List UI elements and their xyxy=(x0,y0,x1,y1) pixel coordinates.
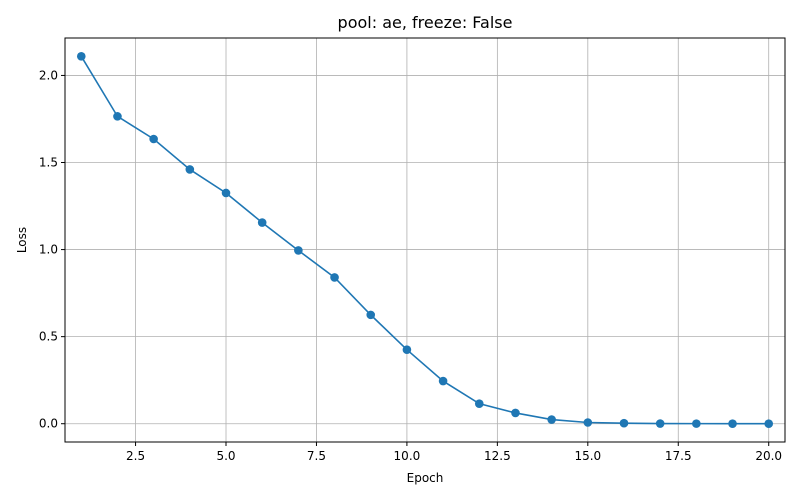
data-point-13 xyxy=(511,408,520,418)
data-point-6 xyxy=(257,218,267,227)
y-tick-label-1: 0.5 xyxy=(39,330,58,344)
y-tick-label-3: 1.5 xyxy=(39,156,58,170)
x-tick-label-1: 5.0 xyxy=(216,449,235,463)
tick-layer: 2.5 5.0 7.5 10.0 12.5 15.0 17.5 20.0 0.0 0.5 1.0 1.… xyxy=(39,68,782,463)
data-point-3 xyxy=(149,134,158,144)
data-point-11 xyxy=(438,376,448,386)
chart-title: pool: ae, freeze: False xyxy=(338,13,513,32)
y-tick-label-2: 1.0 xyxy=(39,243,58,257)
data-point-12 xyxy=(474,399,484,408)
x-tick-label-7: 20.0 xyxy=(755,449,782,463)
data-point-18 xyxy=(692,419,701,428)
data-point-9 xyxy=(366,310,376,320)
data-point-1 xyxy=(76,51,86,61)
data-point-17 xyxy=(655,419,665,428)
data-point-5 xyxy=(221,188,231,198)
y-axis-label: Loss xyxy=(15,227,29,253)
x-tick-label-6: 17.5 xyxy=(665,449,692,463)
data-point-15 xyxy=(583,418,593,427)
data-point-7 xyxy=(294,246,303,255)
x-tick-label-4: 12.5 xyxy=(484,449,511,463)
data-point-20 xyxy=(764,419,774,428)
y-tick-label-0: 0.0 xyxy=(39,417,58,431)
series-layer xyxy=(76,51,774,428)
data-point-10 xyxy=(402,345,412,355)
data-point-19 xyxy=(728,419,737,428)
plot-frame xyxy=(64,37,786,443)
data-point-4 xyxy=(185,165,195,174)
x-tick-label-2: 7.5 xyxy=(307,449,326,463)
grid-lines xyxy=(65,38,785,442)
data-point-14 xyxy=(547,415,556,424)
x-tick-label-5: 15.0 xyxy=(574,449,601,463)
x-tick-label-3: 10.0 xyxy=(394,449,421,463)
y-tick-label-4: 2.0 xyxy=(39,68,58,82)
data-point-8 xyxy=(330,273,339,282)
series-line-0 xyxy=(80,55,769,425)
data-point-2 xyxy=(113,112,122,121)
data-point-16 xyxy=(619,418,629,428)
x-axis-label: Epoch xyxy=(407,471,444,485)
x-tick-label-0: 2.5 xyxy=(126,449,145,463)
